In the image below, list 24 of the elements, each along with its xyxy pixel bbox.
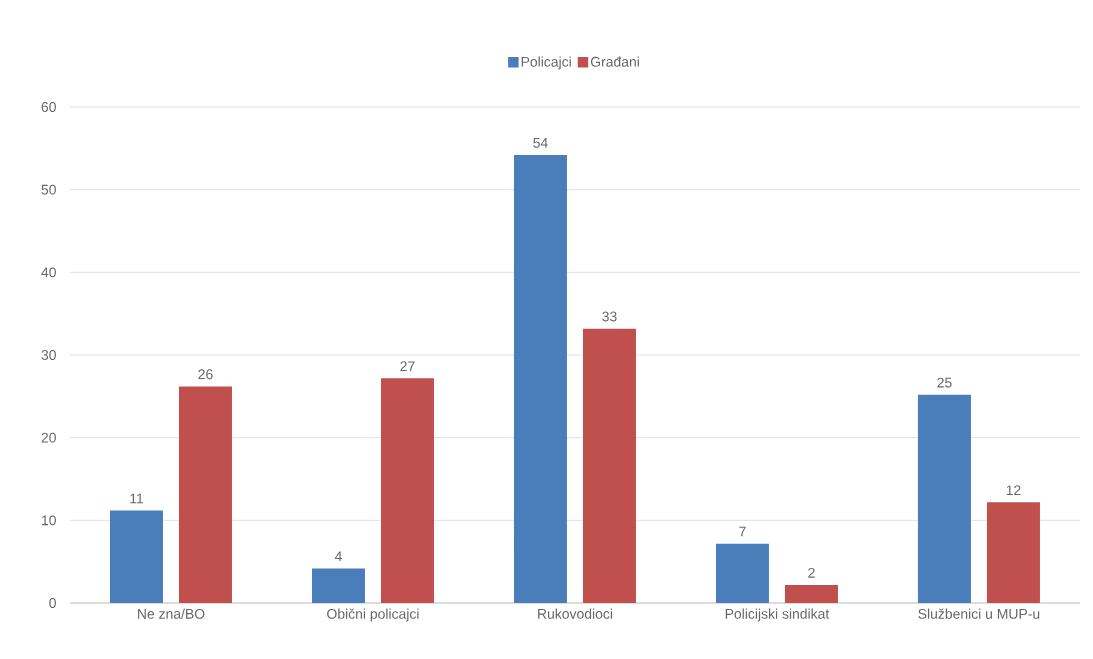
data-label: 11 xyxy=(130,493,144,504)
data-label: 12 xyxy=(1006,485,1021,495)
data-label: 27 xyxy=(400,361,415,371)
data-label: 33 xyxy=(602,311,617,322)
data-label: 7 xyxy=(739,526,746,537)
y-tick-label: 10 xyxy=(42,515,56,526)
data-label: 54 xyxy=(533,138,548,148)
x-tick-label: Ne zna/BO xyxy=(138,608,205,619)
x-tick-label: Rukovodioci xyxy=(538,608,612,619)
y-tick-label: 60 xyxy=(41,102,56,112)
data-label: 26 xyxy=(198,369,213,380)
x-tick-label: Službenici u MUP-u xyxy=(918,608,1040,619)
x-tick-label: Policijski sindikat xyxy=(725,608,830,622)
data-label: 25 xyxy=(937,377,952,388)
legend-label: Policajci xyxy=(521,56,571,70)
x-tick-label: Obični policajci xyxy=(327,608,419,622)
y-tick-label: 0 xyxy=(49,598,56,608)
y-tick-label: 50 xyxy=(41,184,56,195)
y-tick-label: 30 xyxy=(41,350,56,360)
data-label: 4 xyxy=(334,551,342,562)
y-tick-label: 40 xyxy=(41,267,56,278)
legend-label: Građani xyxy=(590,56,639,67)
data-label: 2 xyxy=(808,567,815,578)
y-tick-label: 20 xyxy=(41,432,56,443)
